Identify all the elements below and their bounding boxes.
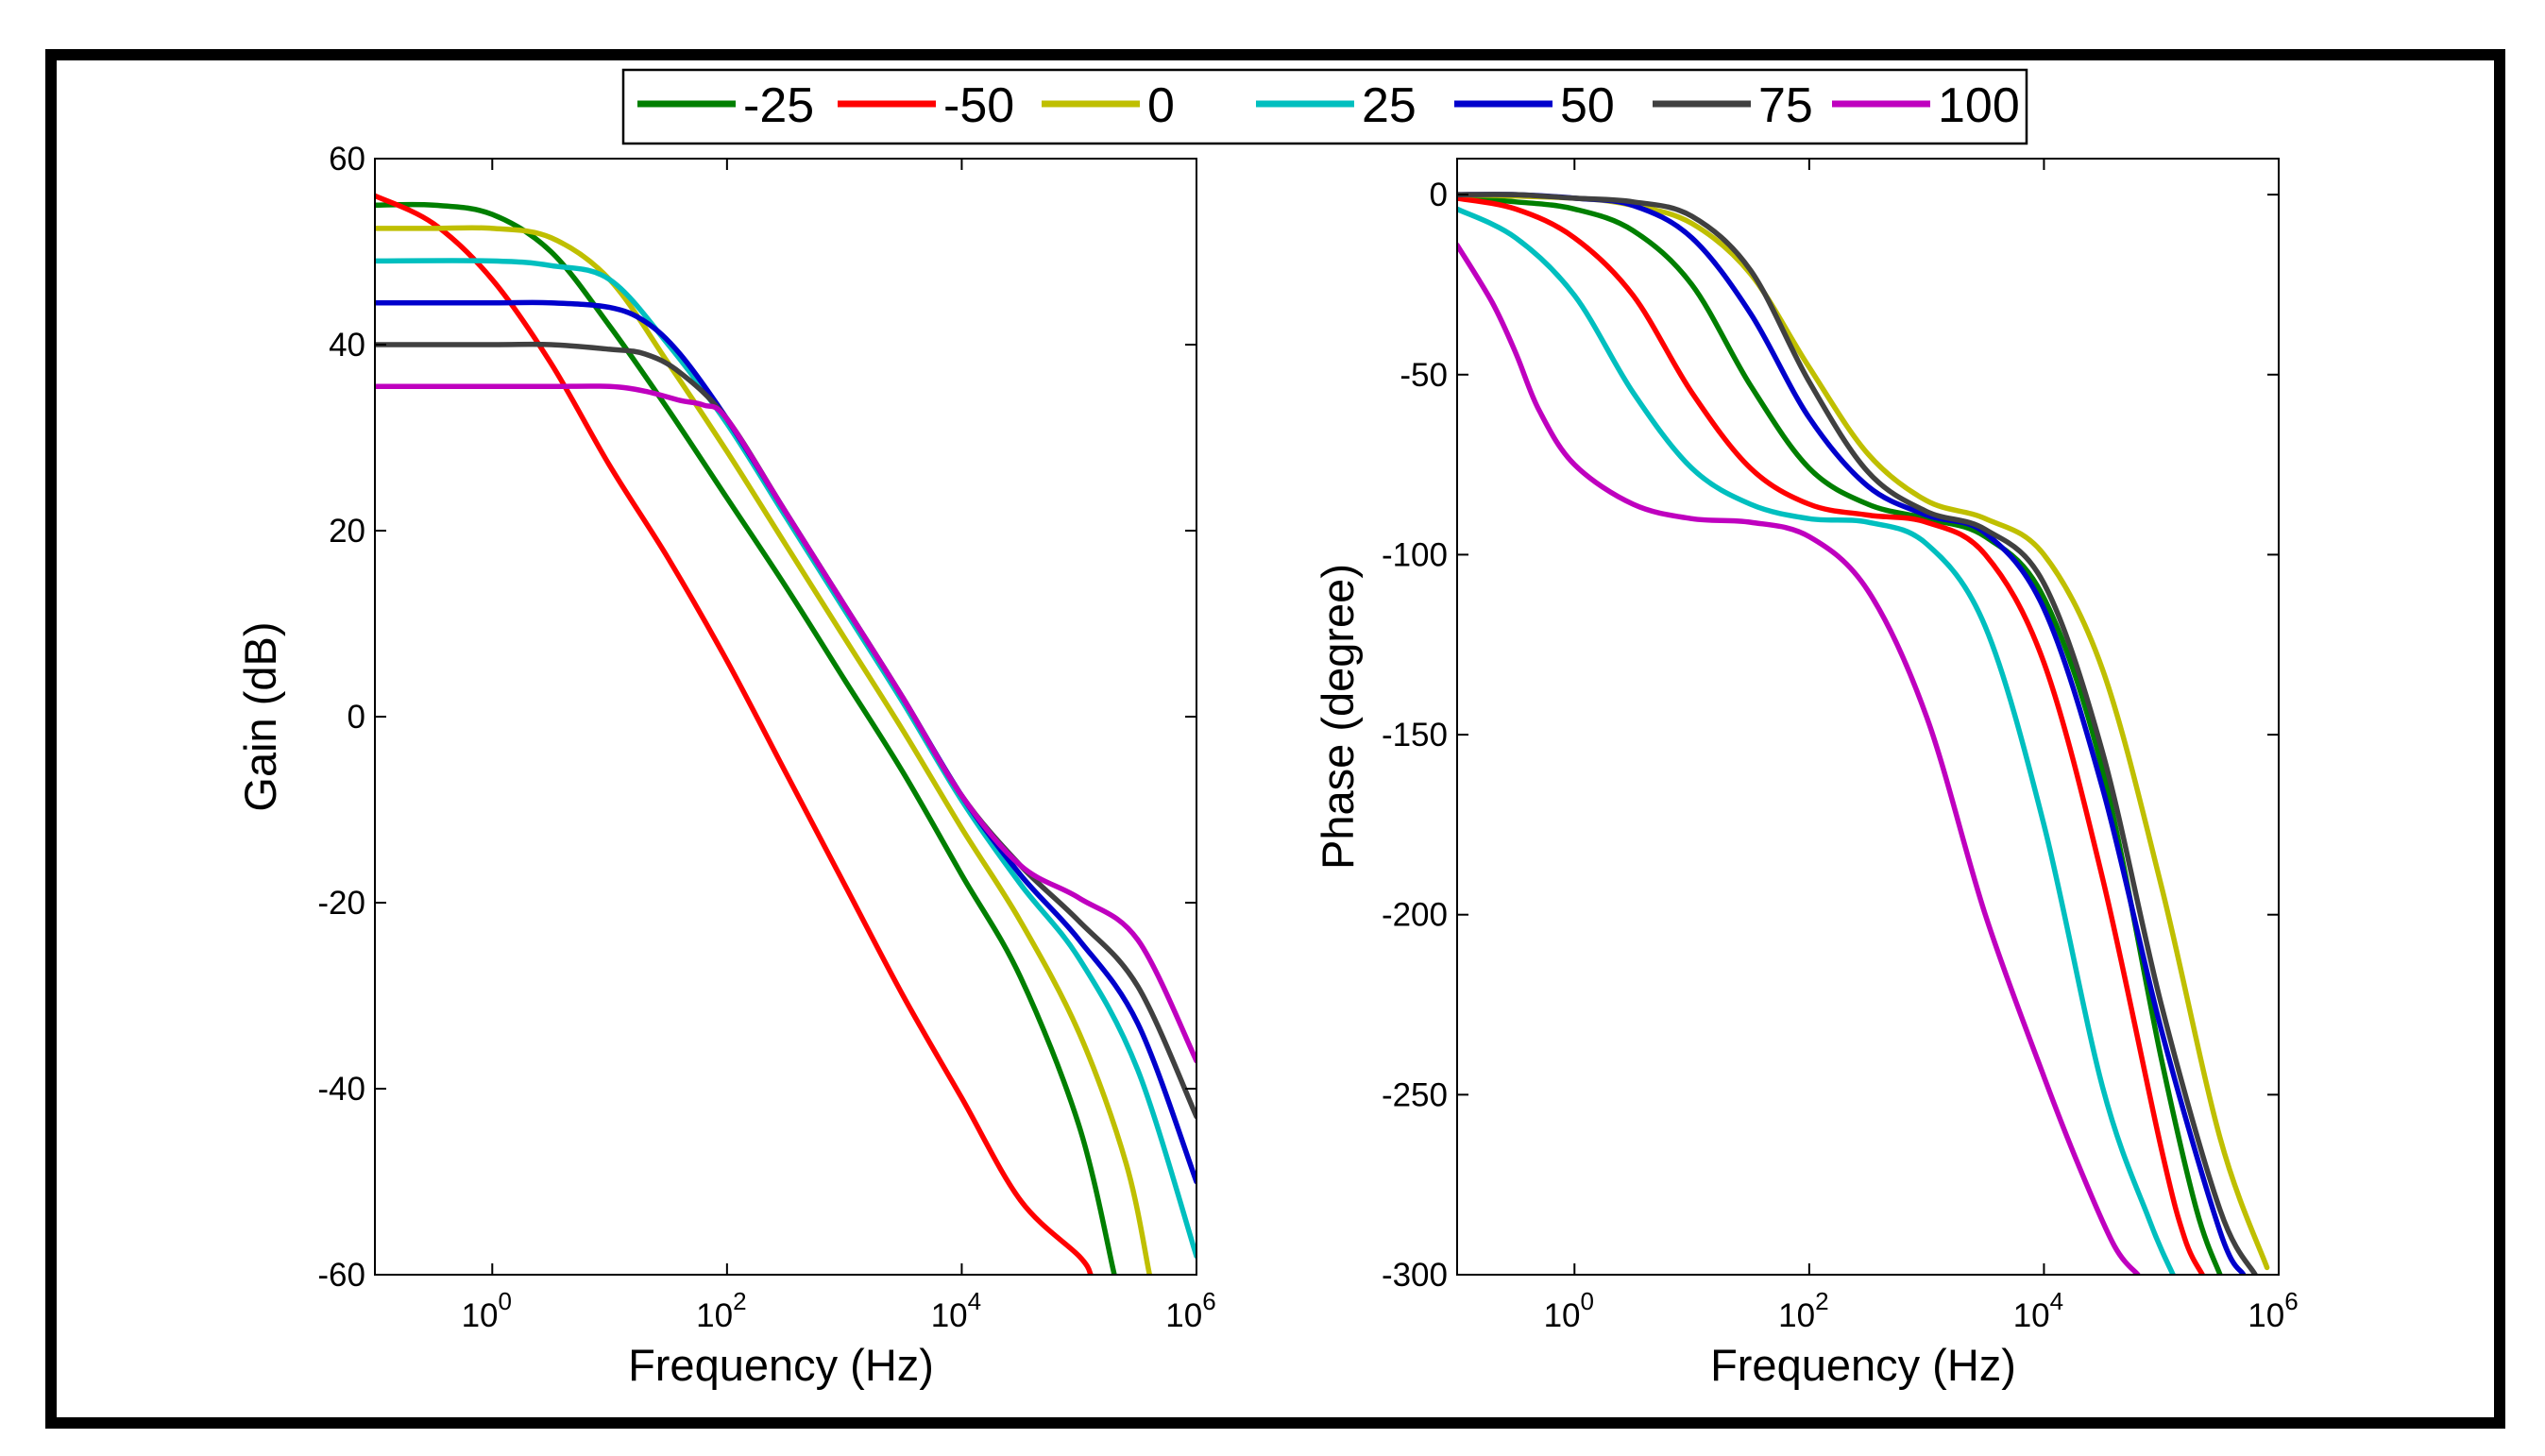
x-tick-label: 104 [931, 1287, 981, 1334]
y-tick-label: -150 [1382, 717, 1448, 753]
legend-label: 100 [1938, 78, 2020, 133]
series-line-50 [1457, 192, 2247, 1275]
legend-label: -25 [743, 78, 814, 133]
series-line--25 [375, 201, 1117, 1275]
legend-label: 75 [1758, 78, 1813, 133]
gain-y-axis-label: Gain (dB) [235, 621, 285, 811]
y-tick-label: -60 [317, 1257, 365, 1294]
series-line-50 [375, 299, 1196, 1185]
series-line-25 [1457, 206, 2176, 1275]
legend: -25 -50 0 25 50 75 100 [621, 68, 2028, 145]
x-tick-label: 102 [696, 1287, 746, 1334]
phase-y-axis-label: Phase (degree) [1313, 564, 1363, 870]
series-line--25 [1457, 195, 2223, 1275]
series-line-75 [1457, 192, 2258, 1275]
legend-entry-75: 75 [1653, 78, 1813, 133]
y-tick-label: -40 [317, 1071, 365, 1108]
series-line-75 [375, 341, 1196, 1120]
legend-label: 50 [1560, 78, 1615, 133]
y-tick-label: 0 [348, 699, 365, 736]
legend-label: -50 [943, 78, 1014, 133]
legend-label: 0 [1147, 78, 1175, 133]
y-tick-label: 60 [329, 141, 365, 178]
y-tick-label: -250 [1382, 1076, 1448, 1113]
y-tick-label: -200 [1382, 897, 1448, 934]
y-tick-label: -50 [1400, 357, 1448, 394]
x-tick-label: 100 [462, 1287, 512, 1334]
series-line--50 [375, 193, 1094, 1275]
series-line--50 [1457, 195, 2205, 1275]
y-tick-label: 20 [329, 513, 365, 550]
legend-entry--50: -50 [838, 78, 1014, 133]
legend-label: 25 [1362, 78, 1417, 133]
y-tick-label: -100 [1382, 536, 1448, 573]
gain-chart: 100 102 104 106 60 40 20 0 -20 -40 -60 Frequency (… [235, 141, 1216, 1390]
x-tick-label: 100 [1544, 1287, 1594, 1334]
gain-x-axis-label: Frequency (Hz) [628, 1340, 934, 1390]
phase-plot-area [1456, 158, 2280, 1276]
y-tick-label: 0 [1430, 177, 1448, 213]
legend-entry-0: 0 [1042, 78, 1175, 133]
series-line-0 [375, 225, 1153, 1275]
series-line-100 [1457, 242, 2141, 1275]
x-tick-label: 106 [2248, 1287, 2298, 1334]
legend-entry-25: 25 [1256, 78, 1417, 133]
phase-chart: 100 102 104 106 0 -50 -100 -150 -200 -250 -300 Fre… [1313, 158, 2299, 1390]
series-line-100 [375, 383, 1196, 1064]
legend-entry-50: 50 [1454, 78, 1615, 133]
y-tick-label: 40 [329, 327, 365, 364]
y-tick-label: -20 [317, 885, 365, 922]
legend-entry-100: 100 [1832, 78, 2020, 133]
x-tick-label: 106 [1165, 1287, 1215, 1334]
phase-x-axis-label: Frequency (Hz) [1710, 1340, 2016, 1390]
x-tick-label: 102 [1778, 1287, 1828, 1334]
y-tick-label: -300 [1382, 1257, 1448, 1294]
x-tick-label: 104 [2013, 1287, 2063, 1334]
legend-entry--25: -25 [637, 78, 814, 133]
series-line-0 [1457, 192, 2270, 1271]
